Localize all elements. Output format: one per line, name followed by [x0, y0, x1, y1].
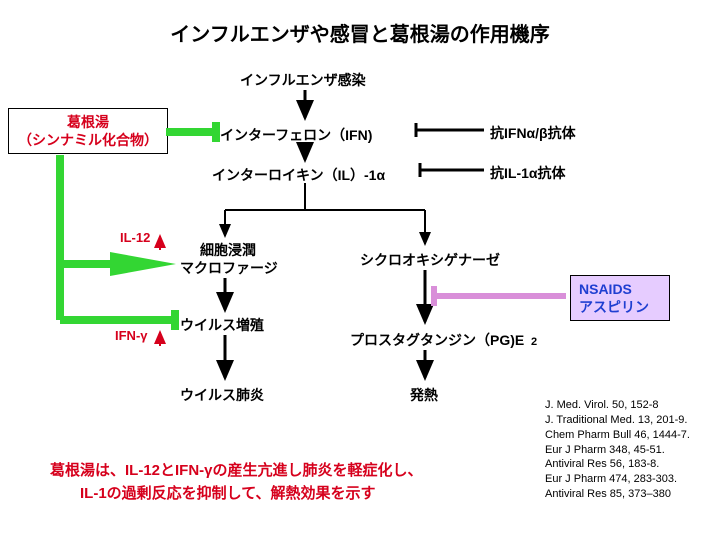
- node-macrophage2: マクロファージ: [180, 258, 278, 278]
- references: J. Med. Virol. 50, 152-8J. Traditional M…: [545, 398, 690, 502]
- conclusion: 葛根湯は、IL-12とIFN-γの産生亢進し肺炎を軽症化し、 IL-1の過剰反応…: [50, 460, 423, 505]
- box-kakkonto: 葛根湯 （シンナミル化合物）: [8, 108, 168, 154]
- node-fever: 発熱: [410, 385, 438, 405]
- kakkonto-line1: 葛根湯: [17, 113, 159, 131]
- conclusion-line1: 葛根湯は、IL-12とIFN-γの産生亢進し肺炎を軽症化し、: [50, 460, 423, 483]
- node-pneumonia: ウイルス肺炎: [180, 385, 264, 405]
- label-il12: IL-12: [120, 230, 150, 245]
- node-virus: ウイルス増殖: [180, 315, 264, 335]
- node-cox: シクロオキシゲナーゼ: [360, 250, 500, 270]
- node-anti-ifn: 抗IFNα/β抗体: [490, 123, 576, 143]
- node-pge2-sub: 2: [531, 336, 537, 348]
- nsaids-line2: アスピリン: [579, 298, 661, 316]
- node-pge2: プロスタグタンジン（PG)E: [350, 330, 524, 350]
- conclusion-line2: IL-1の過剰反応を抑制して、解熱効果を示す: [50, 483, 423, 506]
- nsaids-line1: NSAIDS: [579, 280, 661, 298]
- label-ifng: IFN-γ: [115, 328, 148, 343]
- diagram-title: インフルエンザや感冒と葛根湯の作用機序: [0, 18, 720, 47]
- node-macrophage1: 細胞浸潤: [200, 240, 256, 260]
- node-infection: インフルエンザ感染: [240, 70, 366, 90]
- box-nsaids: NSAIDS アスピリン: [570, 275, 670, 321]
- node-il1a: インターロイキン（IL）-1α: [212, 165, 385, 185]
- node-anti-il1a: 抗IL-1α抗体: [490, 163, 566, 183]
- kakkonto-line2: （シンナミル化合物）: [17, 131, 159, 149]
- node-ifn: インターフェロン（IFN): [220, 125, 372, 145]
